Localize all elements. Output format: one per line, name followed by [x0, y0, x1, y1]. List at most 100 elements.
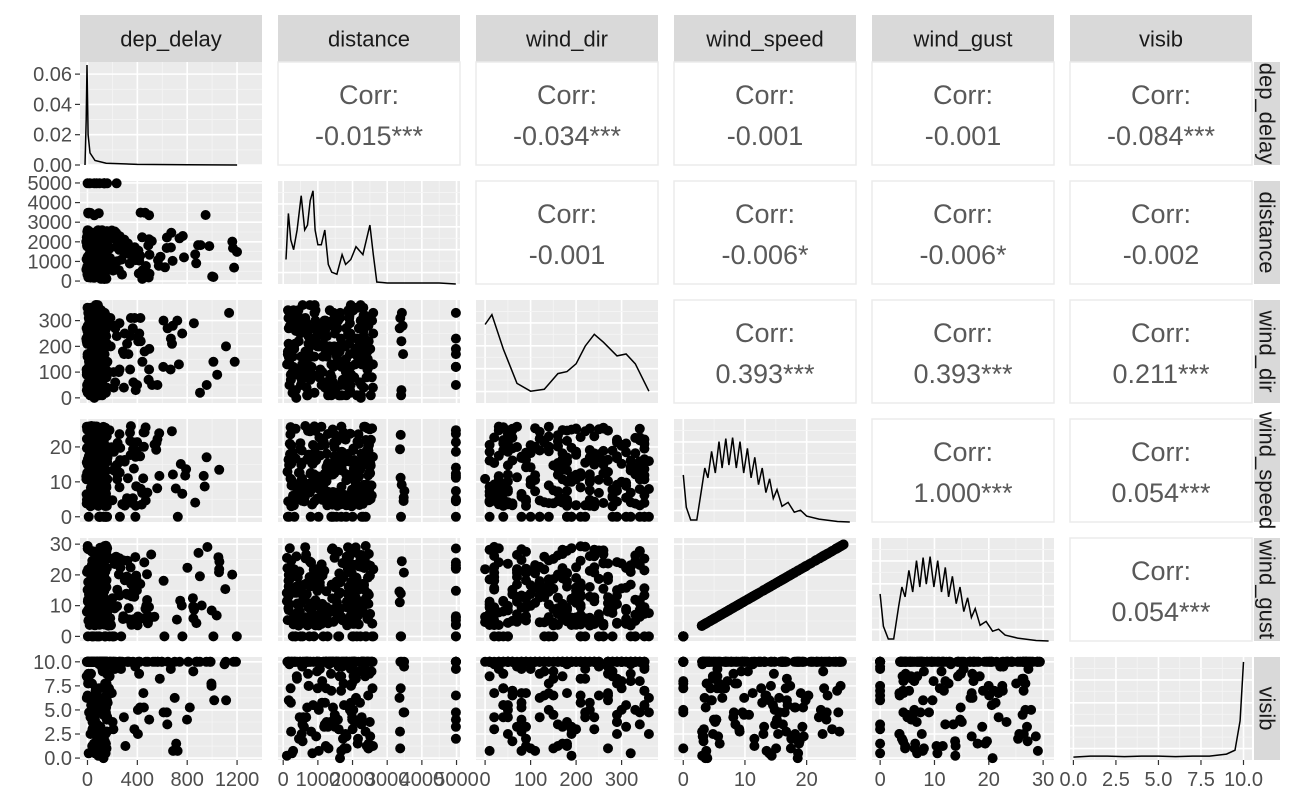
data-point: [450, 446, 461, 457]
data-point: [598, 468, 609, 479]
data-point: [181, 464, 192, 475]
data-point: [589, 712, 600, 723]
data-point: [562, 456, 572, 467]
data-point: [83, 678, 94, 689]
data-point: [183, 656, 194, 667]
corr-label: Corr:: [1131, 556, 1191, 586]
data-point: [125, 313, 136, 323]
data-point: [312, 656, 323, 667]
column-strip: [674, 15, 856, 62]
data-point: [589, 431, 600, 442]
panel-grid: [674, 419, 856, 522]
column-strip: [872, 15, 1054, 62]
data-point: [643, 729, 654, 739]
scatter-points: [875, 656, 1045, 764]
data-point: [360, 511, 371, 522]
data-point: [607, 501, 618, 512]
data-point: [190, 497, 201, 508]
data-point: [794, 738, 804, 749]
data-point: [100, 748, 111, 759]
data-point: [341, 511, 352, 522]
data-point: [566, 511, 577, 522]
data-point: [736, 666, 747, 677]
data-point: [193, 240, 204, 251]
data-point: [958, 664, 969, 674]
data-point: [484, 511, 495, 522]
data-point: [489, 479, 500, 490]
data-point: [83, 594, 93, 605]
data-point: [821, 707, 832, 718]
data-point: [728, 712, 739, 723]
data-point: [625, 579, 636, 590]
data-point: [296, 475, 307, 486]
data-point: [289, 567, 300, 577]
data-point: [214, 564, 225, 575]
data-point: [356, 719, 367, 730]
data-point: [356, 561, 367, 572]
data-point: [516, 602, 527, 613]
data-point: [790, 702, 801, 713]
data-point: [365, 731, 376, 742]
data-point: [316, 559, 327, 570]
data-point: [125, 364, 136, 375]
data-point: [128, 614, 139, 625]
data-point: [307, 608, 318, 619]
data-point: [304, 349, 314, 360]
data-point: [355, 697, 365, 708]
corr-value: -0.006*: [721, 240, 809, 270]
data-point: [598, 583, 609, 594]
data-point: [356, 390, 366, 401]
data-point: [744, 593, 755, 604]
data-point: [329, 451, 340, 462]
y-tick-label: 2000: [28, 232, 73, 254]
data-point: [630, 631, 641, 642]
data-point: [142, 595, 153, 605]
data-point: [507, 500, 518, 511]
data-point: [543, 574, 554, 585]
data-point: [290, 631, 301, 642]
data-point: [351, 575, 362, 585]
data-point: [283, 603, 294, 614]
data-point: [557, 721, 568, 732]
data-point: [323, 318, 333, 329]
data-point: [114, 482, 125, 493]
data-point: [758, 729, 769, 739]
data-point: [139, 557, 150, 568]
data-point: [543, 656, 554, 667]
data-point: [732, 600, 743, 611]
data-point: [557, 425, 568, 436]
data-point: [95, 461, 106, 472]
data-point: [347, 678, 357, 689]
data-point: [756, 683, 767, 694]
data-point: [720, 683, 731, 694]
data-point: [196, 600, 207, 611]
data-point: [283, 581, 294, 592]
data-point: [345, 615, 356, 625]
data-point: [521, 656, 531, 667]
row-strip: [1254, 657, 1280, 760]
data-point: [86, 271, 97, 282]
panel-visib-visib: [1070, 657, 1252, 760]
data-point: [146, 549, 157, 560]
data-point: [314, 432, 325, 443]
data-point: [498, 445, 509, 456]
data-point: [512, 721, 522, 732]
data-point: [956, 717, 967, 727]
data-point: [167, 255, 178, 266]
data-point: [348, 631, 359, 642]
data-point: [346, 548, 357, 558]
data-point: [100, 631, 111, 642]
x-tick-label: 2.5: [1102, 769, 1130, 791]
data-point: [575, 482, 586, 493]
data-point: [977, 721, 988, 732]
data-point: [575, 580, 586, 591]
data-point: [224, 307, 235, 318]
x-tick-label: 7.5: [1187, 769, 1215, 791]
data-point: [290, 423, 301, 434]
data-point: [927, 695, 938, 706]
data-point: [318, 631, 329, 642]
x-tick-label: 1200: [215, 769, 260, 791]
data-point: [953, 656, 964, 667]
corr-value: 0.393***: [913, 359, 1013, 389]
